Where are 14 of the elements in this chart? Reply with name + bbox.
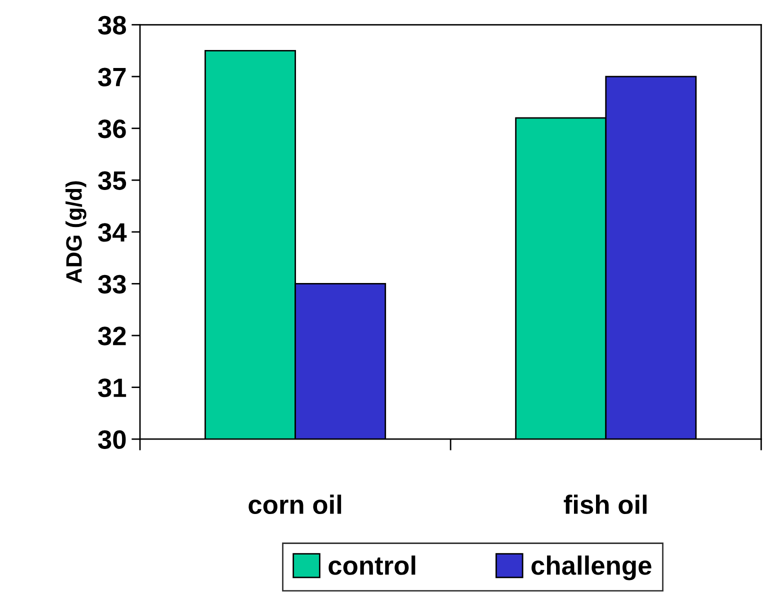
y-axis-title: ADG (g/d) <box>66 181 86 284</box>
y-tick-label: 35 <box>98 171 126 190</box>
y-tick-label: 33 <box>98 274 126 294</box>
y-tick-label: 38 <box>98 16 126 35</box>
y-tick-label: 37 <box>98 68 126 86</box>
legend-label: challenge <box>532 556 652 580</box>
y-tick-label: 32 <box>98 326 126 346</box>
y-tick-label: 30 <box>98 430 126 449</box>
y-tick-label: 31 <box>98 378 126 398</box>
legend-label: control <box>328 556 416 575</box>
y-tick-label: 36 <box>98 119 126 138</box>
y-tick-label: 34 <box>98 223 127 242</box>
x-tick-label: fish oil <box>564 494 647 514</box>
x-tick-label: corn oil <box>248 494 342 514</box>
